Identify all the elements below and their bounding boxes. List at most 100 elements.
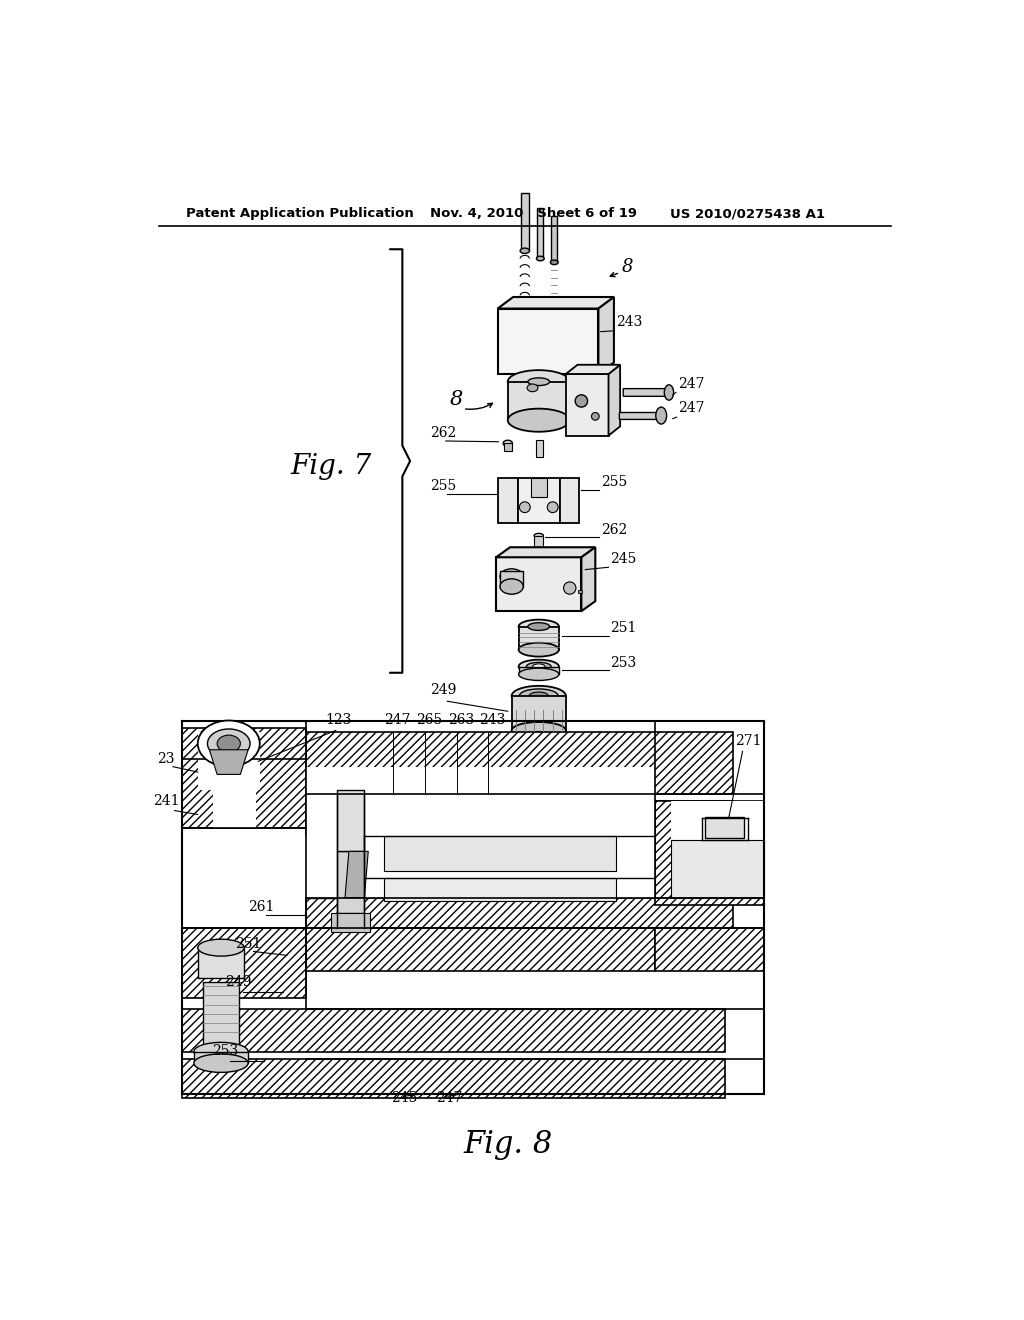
Bar <box>521 193 528 251</box>
Text: 271: 271 <box>735 734 761 748</box>
Ellipse shape <box>518 668 559 681</box>
Polygon shape <box>345 851 369 898</box>
Ellipse shape <box>527 384 538 392</box>
Bar <box>655 928 764 970</box>
Ellipse shape <box>194 1043 248 1061</box>
Ellipse shape <box>198 721 260 767</box>
Text: 249: 249 <box>430 682 457 697</box>
Text: 8: 8 <box>450 389 463 409</box>
Bar <box>198 733 260 789</box>
Circle shape <box>547 502 558 512</box>
Bar <box>499 478 518 523</box>
Bar <box>306 898 732 940</box>
Text: US 2010/0275438 A1: US 2010/0275438 A1 <box>671 207 825 220</box>
Text: 263: 263 <box>449 713 474 727</box>
Bar <box>306 801 732 836</box>
Polygon shape <box>582 548 595 611</box>
Bar <box>512 696 566 730</box>
Ellipse shape <box>198 940 245 956</box>
Polygon shape <box>498 297 614 309</box>
Ellipse shape <box>518 660 559 673</box>
Bar <box>508 381 569 420</box>
Bar <box>498 309 598 374</box>
Text: Fig. 8: Fig. 8 <box>463 1129 552 1159</box>
Polygon shape <box>496 548 595 557</box>
Polygon shape <box>608 364 621 436</box>
Ellipse shape <box>217 735 241 752</box>
Ellipse shape <box>500 578 523 594</box>
Ellipse shape <box>500 569 523 585</box>
Bar <box>496 557 582 611</box>
Bar <box>384 878 616 902</box>
Bar <box>337 851 365 913</box>
FancyBboxPatch shape <box>624 388 668 396</box>
Ellipse shape <box>512 686 566 706</box>
Text: 245: 245 <box>391 1090 418 1105</box>
Text: 261: 261 <box>248 900 274 915</box>
Bar <box>306 801 655 898</box>
Bar <box>706 817 744 838</box>
Bar <box>671 801 764 898</box>
Ellipse shape <box>526 663 551 671</box>
Ellipse shape <box>503 441 512 446</box>
Text: 262: 262 <box>601 523 627 537</box>
Ellipse shape <box>535 533 544 539</box>
Bar <box>198 948 245 978</box>
Ellipse shape <box>532 664 545 669</box>
Ellipse shape <box>508 409 569 432</box>
Bar <box>306 801 655 898</box>
Bar <box>500 572 523 586</box>
Text: 251: 251 <box>610 620 637 635</box>
Text: 247: 247 <box>384 713 411 727</box>
Text: 243: 243 <box>479 713 506 727</box>
Text: 249: 249 <box>225 975 251 989</box>
Bar <box>384 836 616 871</box>
Circle shape <box>592 413 599 420</box>
Text: 247: 247 <box>436 1090 463 1105</box>
Ellipse shape <box>208 729 250 758</box>
Text: 262: 262 <box>430 426 457 440</box>
Bar <box>213 775 256 829</box>
Bar <box>182 1010 725 1052</box>
FancyBboxPatch shape <box>620 412 659 420</box>
Ellipse shape <box>529 692 549 700</box>
Circle shape <box>575 395 588 407</box>
Ellipse shape <box>518 619 559 634</box>
Bar <box>337 789 365 851</box>
Text: Fig. 7: Fig. 7 <box>291 453 372 480</box>
Text: Patent Application Publication: Patent Application Publication <box>186 207 414 220</box>
Polygon shape <box>566 364 621 374</box>
Bar <box>566 374 608 436</box>
Bar <box>306 928 655 970</box>
Circle shape <box>563 582 575 594</box>
Bar <box>518 478 560 523</box>
Bar <box>578 590 583 593</box>
Bar <box>535 536 544 549</box>
Ellipse shape <box>550 260 558 264</box>
Bar <box>538 209 544 259</box>
Ellipse shape <box>537 256 544 261</box>
Text: 241: 241 <box>153 795 179 808</box>
Text: 255: 255 <box>601 475 627 488</box>
Text: 247: 247 <box>678 378 705 391</box>
Text: 123: 123 <box>326 713 352 727</box>
Ellipse shape <box>508 370 569 393</box>
Bar <box>194 1052 248 1063</box>
Bar <box>518 667 559 675</box>
Text: 255: 255 <box>430 479 457 492</box>
Text: 265: 265 <box>417 713 442 727</box>
Bar <box>203 982 239 1052</box>
Bar <box>331 913 370 932</box>
Bar <box>182 1059 725 1098</box>
Text: 245: 245 <box>610 552 637 566</box>
Polygon shape <box>209 750 248 775</box>
Bar <box>535 730 543 742</box>
Bar <box>504 444 512 451</box>
Ellipse shape <box>512 722 566 739</box>
Ellipse shape <box>665 385 674 400</box>
Text: 243: 243 <box>616 315 643 329</box>
Ellipse shape <box>535 548 544 552</box>
Bar <box>671 840 764 898</box>
Bar <box>306 767 655 801</box>
Ellipse shape <box>194 1053 248 1072</box>
